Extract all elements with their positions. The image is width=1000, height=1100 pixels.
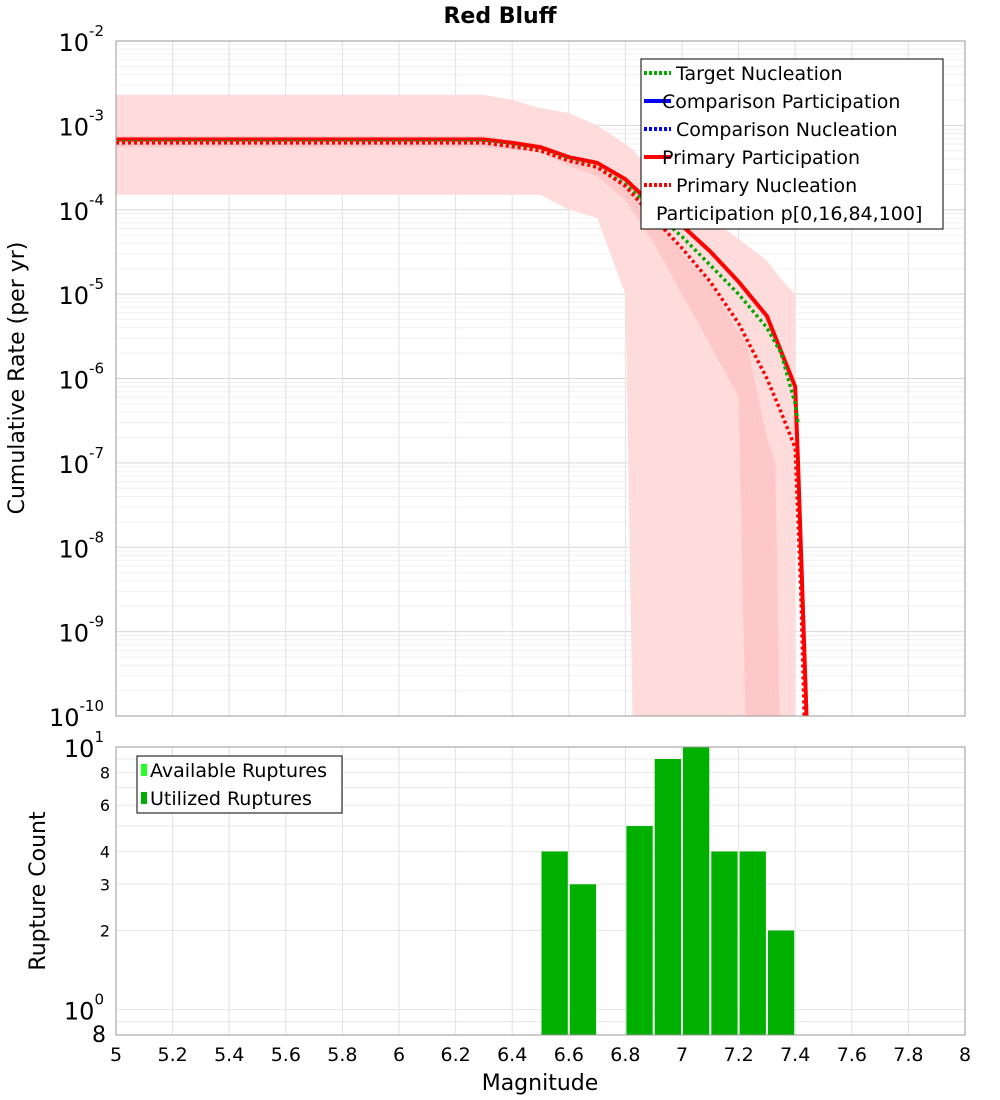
chart-title: Red Bluff	[443, 4, 557, 29]
rupture-bar	[541, 851, 568, 1035]
count-plot-frame	[115, 746, 966, 1036]
x-tick-label: 7.6	[837, 1044, 867, 1066]
legend-box	[640, 58, 944, 230]
x-tick-label: 7.2	[723, 1044, 753, 1066]
y-tick-label: 10-7	[58, 444, 104, 479]
series-primary-nucleation	[116, 141, 806, 716]
x-tick-label: 6	[393, 1044, 405, 1066]
y-tick-label: 10-2	[58, 22, 104, 57]
x-tick-label: 6.6	[554, 1044, 584, 1066]
x-tick-label: 8	[959, 1044, 971, 1066]
rupture-bars	[541, 747, 795, 1035]
y-tick-label: 2	[100, 922, 110, 941]
x-tick-label: 5	[110, 1044, 122, 1066]
y-tick-label: 10-6	[58, 360, 104, 395]
x-tick-label: 5.6	[271, 1044, 301, 1066]
rate-y-ticks: 10-10 10-9 10-8 10-7 10-6 10-5 10-4 10-3 10-2	[49, 22, 104, 732]
legend-label: Primary Nucleation	[676, 175, 857, 197]
y-tick-label: 10-9	[58, 613, 104, 648]
y-tick-label: 10-5	[58, 275, 104, 310]
rupture-bar	[739, 851, 766, 1035]
rupture-bar	[654, 759, 681, 1035]
rupture-bar	[711, 851, 738, 1035]
x-tick-label: 5.2	[157, 1044, 187, 1066]
legend-label: Target Nucleation	[675, 63, 843, 85]
y-tick-label: 10-3	[58, 106, 104, 141]
count-y-axis-label: Rupture Count	[26, 811, 51, 971]
participation-bands	[116, 94, 796, 716]
legend-swatch	[141, 764, 147, 776]
rupture-bar	[569, 884, 597, 1035]
y-tick-label: 6	[100, 796, 110, 815]
rupture-bar	[626, 826, 653, 1035]
rate-plot-frame	[115, 40, 966, 717]
x-tick-label: 6.8	[610, 1044, 640, 1066]
legend-box	[136, 755, 343, 814]
magnitude-x-ticks: 5 5.2 5.4 5.6 5.8 6 6.2 6.4 6.6 6.8 7 7.2 7.4 7.6 7.8 8	[110, 1044, 971, 1066]
legend-label: Primary Participation	[662, 147, 860, 169]
y-tick-label: 100	[64, 991, 104, 1026]
y-tick-label: 10-8	[58, 528, 104, 563]
y-tick-label: 101	[64, 728, 104, 763]
count-legend: Available Ruptures Utilized Ruptures	[136, 755, 343, 814]
magnitude-x-axis-label: Magnitude	[482, 1071, 599, 1096]
x-tick-label: 7.4	[780, 1044, 810, 1066]
y-tick-label: 8	[92, 1023, 106, 1048]
legend-label: Available Ruptures	[150, 760, 327, 782]
band-p0-p100	[116, 94, 796, 716]
x-tick-label: 7.8	[893, 1044, 923, 1066]
legend-label: Comparison Participation	[662, 91, 900, 113]
y-tick-label: 10-10	[49, 697, 104, 732]
legend-label: Participation p[0,16,84,100]	[656, 203, 922, 225]
rate-legend: Target Nucleation Comparison Participatio…	[640, 58, 944, 230]
rate-y-axis-label: Cumulative Rate (per yr)	[5, 242, 30, 515]
rupture-bar	[683, 747, 710, 1035]
legend-swatch	[141, 792, 147, 804]
legend-label: Utilized Ruptures	[150, 788, 312, 810]
y-tick-label: 10-4	[58, 191, 104, 226]
x-tick-label: 5.8	[327, 1044, 357, 1066]
y-tick-label: 3	[100, 875, 110, 894]
y-tick-label: 8	[100, 763, 110, 782]
legend-label: Comparison Nucleation	[676, 119, 898, 141]
series-target-nucleation	[116, 139, 800, 423]
x-tick-label: 6.2	[440, 1044, 470, 1066]
rupture-bar	[767, 930, 795, 1035]
x-tick-label: 7	[676, 1044, 688, 1066]
x-tick-label: 6.4	[497, 1044, 527, 1066]
x-tick-label: 5.4	[214, 1044, 244, 1066]
y-tick-label: 4	[100, 842, 110, 861]
